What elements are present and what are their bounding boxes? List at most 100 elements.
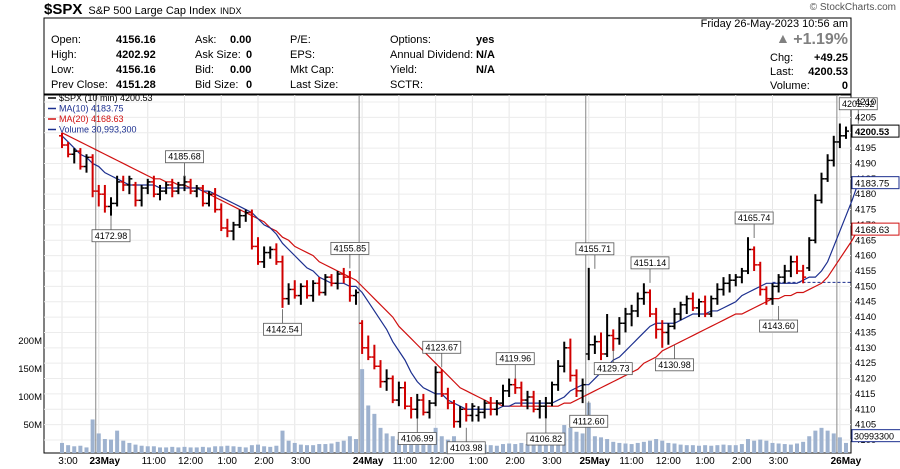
volume-bar (795, 443, 799, 453)
volume-bar (739, 444, 744, 453)
volume-bar (323, 444, 328, 453)
volume-bar (151, 446, 156, 453)
change-up-icon: ▲ (776, 30, 790, 46)
field-high-value: 4202.92 (116, 49, 156, 61)
volume-bar (507, 443, 512, 453)
volume-bar (617, 442, 622, 453)
volume-bar (268, 446, 273, 453)
x-tick-label: 3:00 (58, 456, 78, 467)
x-tick-label: 25May (579, 456, 610, 467)
x-tick-label: 3:00 (542, 456, 562, 467)
volume-bar (641, 441, 646, 453)
volume-bar (262, 446, 267, 453)
volume-bar (409, 440, 414, 453)
annotation-label: 4119.96 (499, 354, 531, 364)
volume-bar (341, 440, 346, 453)
volume-bar (623, 443, 628, 453)
annotation-label: 4106.99 (401, 434, 434, 444)
volume-bar (629, 444, 634, 453)
field-low-value: 4156.16 (116, 64, 156, 76)
y-tick-label: 4150 (855, 281, 876, 292)
annotation-box (165, 150, 204, 164)
volume-bar (298, 444, 303, 453)
volume-bar (317, 444, 322, 453)
field-open-label: Open: (51, 34, 81, 46)
volume-bar (133, 444, 138, 453)
legend-label: MA(10) 4183.75 (59, 104, 124, 114)
volume-bar (764, 440, 769, 453)
field-chg-label: Chg: (770, 52, 794, 64)
field-volume-value: 0 (841, 80, 848, 92)
volume-bar (207, 447, 211, 453)
y-tick-label: 4155 (855, 266, 876, 277)
field-bid-label: Bid: (195, 64, 214, 76)
field-last-value: 4200.53 (808, 66, 848, 78)
y-tick-label: 4105 (855, 420, 876, 431)
annotation-label: 4130.98 (658, 360, 691, 370)
volume-bar (90, 419, 95, 453)
legend-label: Volume 30,993,300 (59, 125, 137, 135)
volume-bar (274, 445, 279, 453)
volume-bar (384, 433, 389, 453)
volume-bar (703, 445, 708, 453)
field-yield-value: N/A (476, 64, 495, 76)
volume-bar (121, 440, 126, 453)
y-tick-label: 4110 (855, 404, 875, 415)
x-tick-label: 3:00 (769, 456, 789, 467)
volume-bar (286, 440, 291, 453)
annotation-box (397, 432, 437, 445)
y-tick-label: 4195 (855, 143, 876, 154)
volume-bar (678, 444, 683, 453)
volume-bar (568, 427, 573, 453)
volume-bar (188, 447, 193, 453)
volume-bar (139, 445, 144, 453)
volume-bar (249, 445, 254, 453)
y-tick-label: 4160 (855, 251, 876, 262)
volume-bar (396, 439, 401, 453)
field-prevclose-value: 4151.28 (116, 79, 156, 91)
volume-bar (403, 438, 407, 453)
volume-bar (488, 445, 493, 453)
x-tick-label: 11:00 (393, 456, 418, 467)
volume-bar (690, 445, 695, 453)
x-tick-label: 24May (353, 456, 384, 467)
volume-bar (727, 445, 732, 453)
volume-bar (194, 447, 199, 453)
annotation-label: 4106.82 (530, 434, 563, 444)
x-tick-label: 11:00 (142, 456, 167, 467)
volume-bar (200, 446, 205, 453)
annotation-box (759, 319, 799, 333)
field-sctr-label: SCTR: (390, 79, 423, 91)
volume-bar (531, 442, 536, 453)
volume-bar (421, 441, 426, 453)
field-low-label: Low: (51, 64, 75, 76)
volume-bar (519, 442, 524, 453)
y-tick-label: 4115 (855, 389, 875, 400)
date-time: Friday 26-May-2023 10:56 am (700, 18, 848, 30)
volume-bar (494, 445, 499, 453)
field-prevclose-label: Prev Close: (51, 79, 108, 91)
annotation-box (91, 229, 131, 243)
volume-bar (427, 441, 432, 453)
volume-bar (213, 446, 218, 453)
field-dividend-label: Annual Dividend: (390, 49, 474, 61)
volume-bar (102, 439, 107, 453)
volume-bar (537, 443, 542, 453)
x-tick-label: 11:00 (619, 456, 644, 467)
annotation-label: 4142.54 (266, 324, 299, 334)
x-tick-label: 26May (831, 456, 862, 467)
volume-bar (219, 446, 224, 453)
field-bidsize-label: Bid Size: (195, 79, 239, 91)
volume-bar (164, 447, 169, 453)
annotation-box (495, 352, 535, 366)
x-tick-label: 12:00 (656, 456, 681, 467)
field-eps-label: EPS: (290, 49, 316, 61)
volume-bar (776, 443, 781, 453)
field-chg-value: +49.25 (814, 52, 848, 64)
x-tick-label: 1:00 (469, 456, 489, 467)
header-box (43, 17, 852, 95)
volume-tick-label: 100M (18, 392, 42, 403)
annotation-label: 4155.71 (579, 244, 612, 254)
y-tick-label: 4190 (855, 158, 876, 169)
field-mktcap-label: Mkt Cap: (290, 64, 335, 76)
